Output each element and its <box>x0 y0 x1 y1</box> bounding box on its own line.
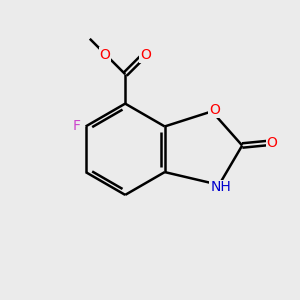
Text: O: O <box>267 136 278 150</box>
Text: O: O <box>100 48 111 62</box>
Text: NH: NH <box>210 180 231 194</box>
Text: O: O <box>209 103 220 117</box>
Text: O: O <box>140 48 151 62</box>
Text: F: F <box>73 119 81 134</box>
